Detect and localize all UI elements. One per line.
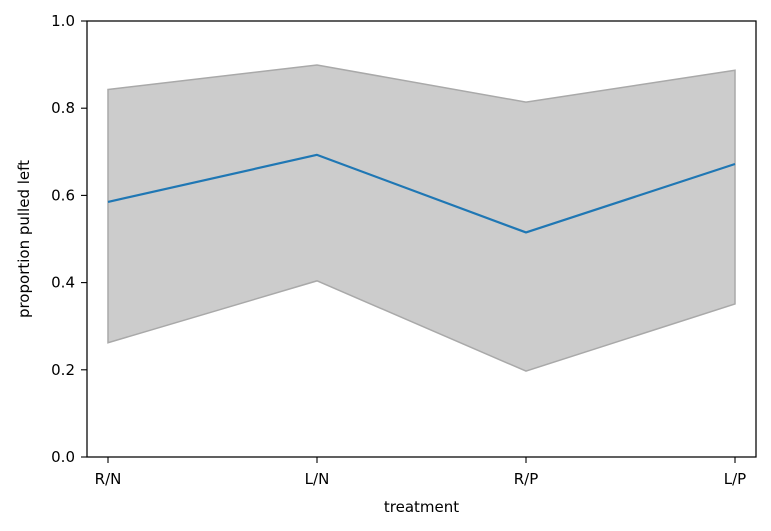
y-tick-label: 0.8 xyxy=(51,99,75,117)
plot-area xyxy=(107,64,736,372)
x-tick-label: L/P xyxy=(724,470,746,488)
y-tick-label: 0.0 xyxy=(51,448,75,466)
series-line xyxy=(107,153,736,234)
y-tick-label: 0.2 xyxy=(51,361,75,379)
y-tick-label: 0.6 xyxy=(51,186,75,204)
y-axis: 0.0 0.2 0.4 0.6 0.8 1.0 xyxy=(51,12,87,466)
x-tick-label: L/N xyxy=(305,470,330,488)
y-tick-label: 0.4 xyxy=(51,274,75,292)
y-axis-label: proportion pulled left xyxy=(15,160,33,318)
plot-frame xyxy=(86,20,757,458)
interval-band xyxy=(107,64,736,372)
x-axis-label: treatment xyxy=(384,498,459,516)
x-tick-label: R/N xyxy=(95,470,122,488)
y-tick-label: 1.0 xyxy=(51,12,75,30)
x-axis: R/N L/N R/P L/P xyxy=(95,457,746,488)
x-tick-label: R/P xyxy=(514,470,539,488)
